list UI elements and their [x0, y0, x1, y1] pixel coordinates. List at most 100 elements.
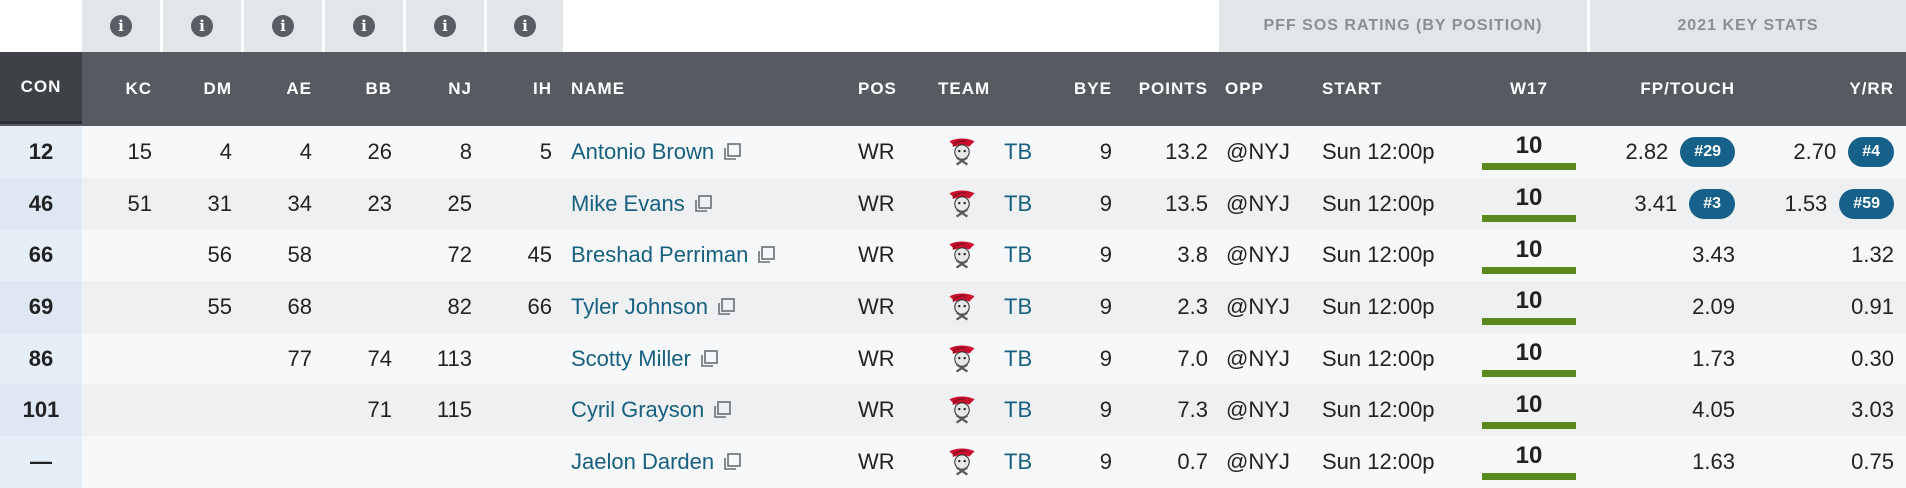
col-header-con[interactable]: CON [0, 52, 82, 124]
player-name-link[interactable]: Jaelon Darden [571, 448, 715, 474]
player-name-link[interactable]: Breshad Perriman [571, 242, 749, 268]
kc-rank [100, 333, 152, 385]
table-row[interactable]: 66 56 58 72 45 Breshad Perriman WR [0, 229, 1906, 282]
bye-week: 9 [1099, 242, 1112, 268]
col-header-ae[interactable]: AE [286, 79, 312, 98]
info-icon[interactable]: i [191, 15, 213, 37]
team-logo-cell [944, 281, 980, 333]
position: WR [858, 448, 895, 474]
opponent: @NYJ [1226, 293, 1290, 319]
col-header-bye[interactable]: BYE [1074, 79, 1112, 98]
table-row[interactable]: 46 51 31 34 23 25 Mike Evans WR [0, 177, 1906, 230]
con-rank: 86 [0, 332, 82, 385]
table-top-row: i i i i i i PFF SOS RATING (BY POSITION)… [0, 0, 1906, 52]
ae-rank [260, 436, 312, 488]
player-name-link[interactable]: Mike Evans [571, 190, 685, 216]
nj-rank: 115 [436, 397, 472, 423]
col-header-start[interactable]: START [1322, 79, 1383, 98]
col-header-nj[interactable]: NJ [448, 79, 472, 98]
dm-rank: 55 [207, 293, 232, 319]
table-row[interactable]: — Jaelon Darden WR [0, 436, 1906, 488]
yards-per-route-rank-badge: #4 [1848, 136, 1894, 167]
open-external-icon[interactable] [693, 194, 713, 214]
dm-rank [180, 333, 232, 385]
open-external-icon[interactable] [716, 297, 736, 317]
fp-per-touch: 4.05 [1692, 397, 1735, 423]
game-start-time: Sun 12:00p [1322, 190, 1435, 216]
kc-rank [100, 436, 152, 488]
game-start-time: Sun 12:00p [1322, 448, 1435, 474]
game-start-time: Sun 12:00p [1322, 138, 1435, 164]
nj-rank: 113 [436, 345, 472, 371]
info-icon[interactable]: i [110, 15, 132, 37]
open-external-icon[interactable] [722, 142, 742, 162]
con-rank: 101 [0, 384, 82, 437]
table-row[interactable]: 69 55 68 82 66 Tyler Johnson WR [0, 281, 1906, 333]
info-icon[interactable]: i [434, 15, 456, 37]
buccaneers-logo-icon [949, 190, 975, 218]
open-external-icon[interactable] [712, 400, 732, 420]
fp-per-touch: 2.82 [1625, 138, 1669, 164]
col-header-name[interactable]: NAME [571, 79, 626, 98]
dm-info-cell: i [163, 0, 241, 52]
col-header-bb[interactable]: BB [365, 79, 392, 98]
col-header-opp[interactable]: OPP [1225, 79, 1264, 98]
col-header-w17[interactable]: W17 [1510, 79, 1548, 98]
yards-per-route-cell: 0.30 [1760, 333, 1894, 385]
team-link[interactable]: TB [1004, 138, 1033, 164]
opponent: @NYJ [1226, 138, 1290, 164]
col-header-team[interactable]: TEAM [938, 79, 991, 98]
player-name-link[interactable]: Tyler Johnson [571, 293, 708, 319]
col-header-dm[interactable]: DM [203, 79, 232, 98]
player-name-link[interactable]: Cyril Grayson [571, 397, 705, 423]
bb-rank: 74 [367, 345, 392, 371]
team-link[interactable]: TB [1004, 345, 1033, 371]
dm-rank: 31 [207, 190, 232, 216]
buccaneers-logo-icon [949, 448, 975, 476]
con-rank: 46 [0, 177, 82, 230]
team-link[interactable]: TB [1004, 293, 1033, 319]
con-rank: 12 [0, 126, 82, 178]
column-header-row: CON KC DM AE BB NJ IH NAME POS TEAM BYE … [0, 52, 1906, 126]
col-header-y-rr[interactable]: Y/RR [1849, 79, 1894, 98]
table-row[interactable]: 101 71 115 Cyril Grayson WR [0, 384, 1906, 437]
player-name-link[interactable]: Scotty Miller [571, 345, 691, 371]
bb-rank: 23 [367, 190, 392, 216]
fp-per-touch: 1.73 [1692, 345, 1735, 371]
w17-sos-rating: 10 [1482, 178, 1576, 230]
open-external-icon[interactable] [699, 349, 719, 369]
col-header-fp-touch[interactable]: FP/TOUCH [1640, 79, 1735, 98]
info-icon[interactable]: i [514, 15, 536, 37]
position: WR [858, 397, 895, 423]
info-icon[interactable]: i [353, 15, 375, 37]
open-external-icon[interactable] [722, 452, 742, 472]
fp-per-touch-cell: 1.63 [1600, 436, 1735, 488]
sos-rating-bar [1482, 473, 1576, 481]
game-start-time: Sun 12:00p [1322, 345, 1435, 371]
ih-rank: 45 [527, 242, 552, 268]
con-rank: 69 [0, 281, 82, 333]
team-link[interactable]: TB [1004, 190, 1033, 216]
team-link[interactable]: TB [1004, 397, 1033, 423]
bye-week: 9 [1099, 397, 1112, 423]
col-header-kc[interactable]: KC [125, 79, 152, 98]
bb-rank [340, 281, 392, 333]
buccaneers-logo-icon [949, 293, 975, 321]
projected-points: 0.7 [1177, 448, 1208, 474]
team-link[interactable]: TB [1004, 242, 1033, 268]
table-row[interactable]: 86 77 74 113 Scotty Miller WR [0, 332, 1906, 385]
w17-sos-rating: 10 [1482, 333, 1576, 385]
table-row[interactable]: 12 15 4 4 26 8 5 Antonio Brown WR [0, 126, 1906, 178]
team-link[interactable]: TB [1004, 448, 1033, 474]
col-header-points[interactable]: POINTS [1138, 79, 1208, 98]
open-external-icon[interactable] [756, 245, 776, 265]
info-icon[interactable]: i [272, 15, 294, 37]
fp-per-touch-cell: 2.09 [1600, 281, 1735, 333]
fp-per-touch-cell: 4.05 [1600, 384, 1735, 436]
col-header-pos[interactable]: POS [858, 79, 897, 98]
yards-per-route: 2.70 [1793, 138, 1837, 164]
nj-info-cell: i [406, 0, 484, 52]
col-header-ih[interactable]: IH [533, 79, 552, 98]
player-name-link[interactable]: Antonio Brown [571, 138, 715, 164]
team-logo-cell [944, 333, 980, 385]
